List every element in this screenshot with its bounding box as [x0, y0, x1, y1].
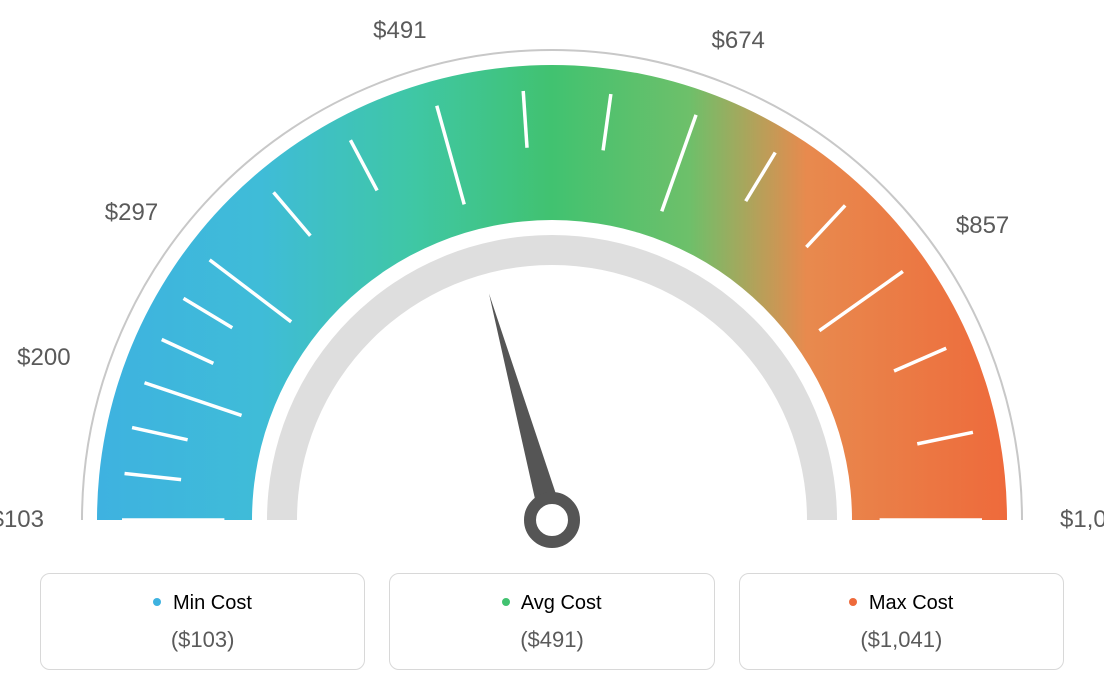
gauge-tick-label: $1,041	[1060, 506, 1104, 534]
dot-icon	[502, 598, 510, 606]
gauge-chart-container: $103 $200 $297 $491 $674 $857 $1,041 Min Cost …	[0, 0, 1104, 690]
gauge-tick-label: $857	[956, 212, 1009, 240]
gauge-tick-label: $200	[17, 344, 70, 372]
legend-label: Min Cost	[173, 592, 252, 614]
legend-row: Min Cost ($103) Avg Cost ($491) Max Cost…	[40, 573, 1064, 670]
legend-label: Max Cost	[869, 592, 953, 614]
legend-card-avg: Avg Cost ($491)	[389, 573, 714, 670]
legend-title-avg: Avg Cost	[400, 592, 703, 615]
legend-title-min: Min Cost	[51, 592, 354, 615]
legend-title-max: Max Cost	[750, 592, 1053, 615]
gauge-tick-label: $103	[0, 506, 44, 534]
dot-icon	[849, 598, 857, 606]
gauge-area: $103 $200 $297 $491 $674 $857 $1,041	[0, 0, 1104, 560]
legend-card-max: Max Cost ($1,041)	[739, 573, 1064, 670]
legend-card-min: Min Cost ($103)	[40, 573, 365, 670]
gauge-svg	[0, 0, 1104, 560]
legend-value-max: ($1,041)	[750, 627, 1053, 653]
gauge-tick-label: $674	[712, 27, 765, 55]
legend-value-min: ($103)	[51, 627, 354, 653]
dot-icon	[153, 598, 161, 606]
legend-value-avg: ($491)	[400, 627, 703, 653]
gauge-tick-label: $297	[105, 199, 158, 227]
gauge-tick-label: $491	[373, 17, 426, 45]
legend-label: Avg Cost	[521, 592, 602, 614]
